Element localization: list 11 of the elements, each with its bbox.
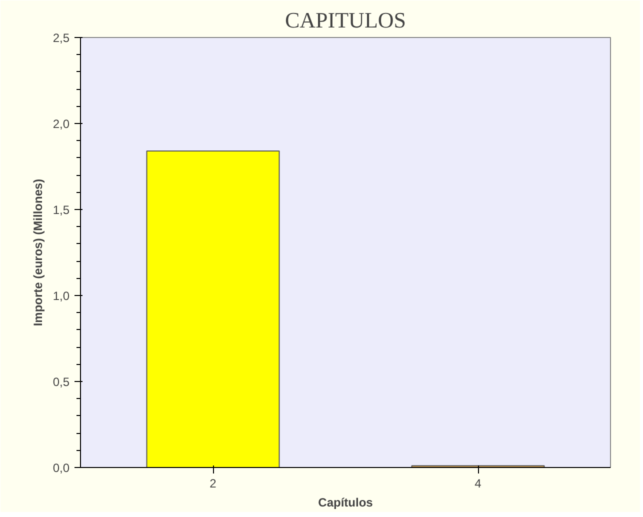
y-tick-label: 2,5 (52, 31, 70, 45)
x-tick-label: 2 (210, 476, 217, 490)
y-tick-label: 0,5 (52, 375, 70, 389)
y-tick-label: 2,0 (52, 117, 70, 131)
y-tick-label: 0,0 (52, 461, 70, 475)
y-tick-label: 1,0 (52, 289, 70, 303)
y-axis-title: Importe (euros) (Millones) (30, 178, 45, 326)
x-axis-title: Capítulos (318, 496, 374, 510)
chart-title: CAPITULOS (284, 8, 406, 32)
x-tick-label: 4 (474, 476, 482, 490)
y-tick-label: 1,5 (52, 203, 70, 217)
